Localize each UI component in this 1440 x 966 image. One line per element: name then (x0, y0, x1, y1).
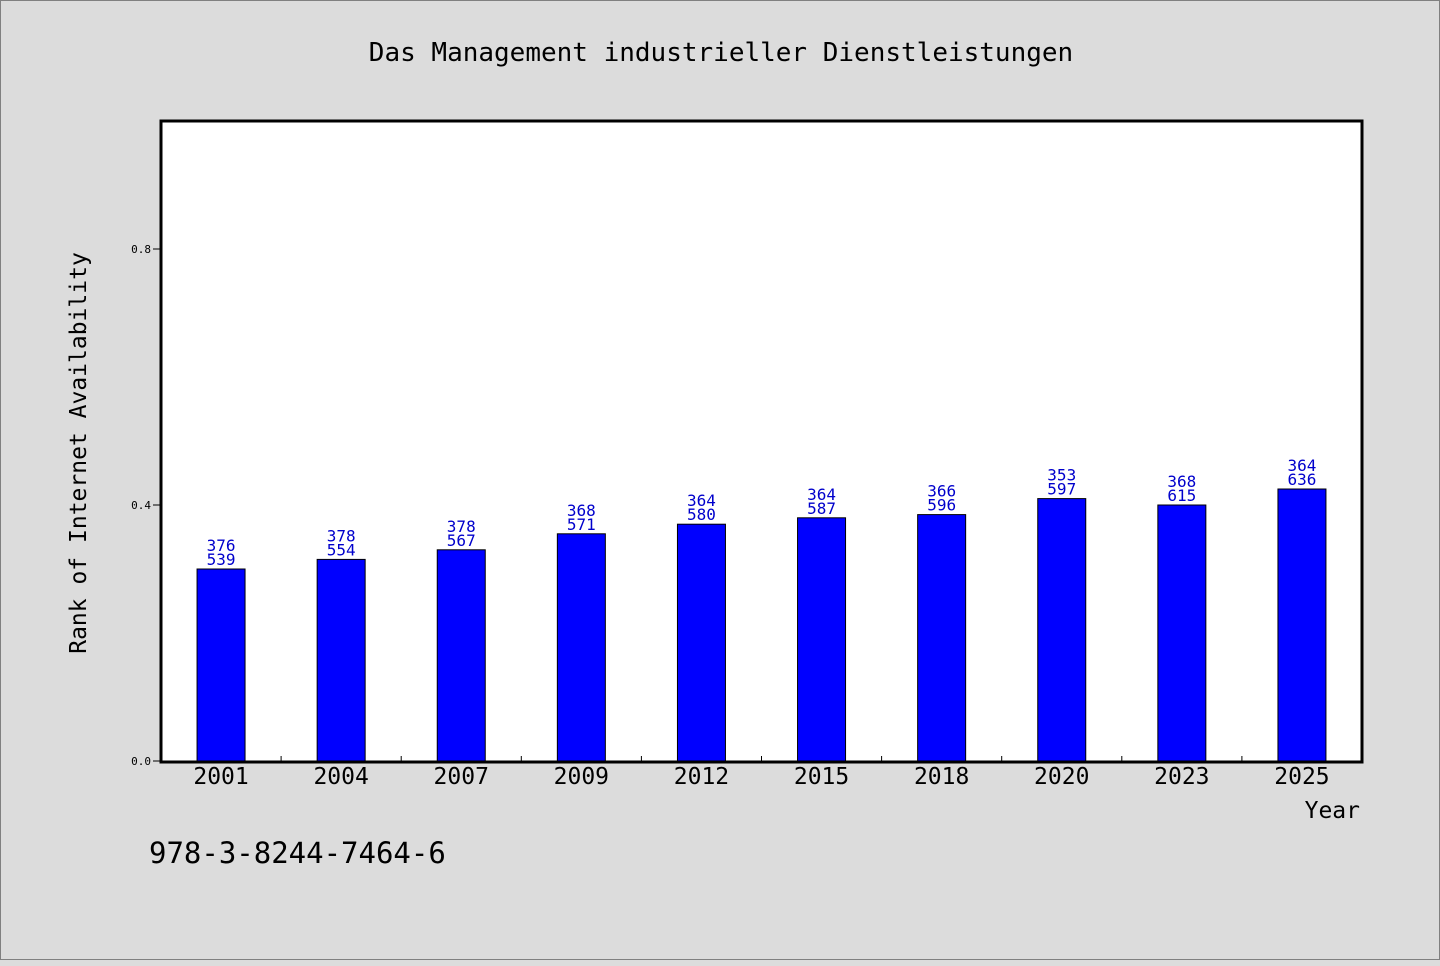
bar (1157, 504, 1207, 762)
bar-label-top: 353 (1047, 466, 1076, 485)
x-tick-label: 2018 (914, 764, 969, 790)
y-axis-label: Rank of Internet Availability (66, 252, 92, 654)
bar-label-bottom: 554 (327, 540, 356, 559)
bar (196, 568, 246, 762)
bar-label-bottom: 636 (1287, 470, 1316, 489)
bar (797, 517, 847, 762)
bar-series (196, 488, 1327, 762)
bar-label-top: 366 (927, 482, 956, 501)
chart-title: Das Management industrieller Dienstleist… (369, 38, 1073, 68)
x-tick-label: 2025 (1274, 764, 1329, 790)
x-tick-label: 2007 (434, 764, 489, 790)
x-tick-label: 2020 (1034, 764, 1089, 790)
bar-label-top: 364 (687, 491, 716, 510)
bar (556, 533, 606, 762)
bar-label-bottom: 580 (687, 505, 716, 524)
x-tick-label: 2015 (794, 764, 849, 790)
bar-label-bottom: 567 (447, 531, 476, 550)
isbn-label: 978-3-8244-7464-6 (149, 836, 446, 870)
bar-label-top: 368 (567, 501, 596, 520)
x-tick-label: 2001 (193, 764, 248, 790)
y-axis: 0.0 0.4 0.8 (131, 243, 161, 768)
x-tick-label: 2004 (313, 764, 368, 790)
bar-label-top: 364 (807, 485, 836, 504)
bar-label-top: 364 (1287, 456, 1316, 475)
x-tick-label: 2012 (674, 764, 729, 790)
bar-label-bottom: 587 (807, 499, 836, 518)
bar (316, 558, 366, 762)
bar-label-bottom: 597 (1047, 480, 1076, 499)
bar-label-bottom: 615 (1167, 486, 1196, 505)
x-axis: 2001 2004 2007 2009 2012 2015 2018 2020 2023 2025 (193, 756, 1330, 790)
y-tick-label: 0.4 (131, 499, 151, 512)
bar-label-bottom: 571 (567, 515, 596, 534)
bar (917, 514, 967, 762)
bar-label-top: 368 (1167, 472, 1196, 491)
data-labels: 3765393785543785673685713645803645873665… (207, 456, 1317, 569)
y-tick-label: 0.8 (131, 243, 151, 256)
x-tick-label: 2009 (554, 764, 609, 790)
bar (1277, 488, 1327, 762)
bar-label-top: 376 (207, 536, 236, 555)
bar (436, 549, 486, 762)
bar (676, 523, 726, 762)
y-tick-label: 0.0 (131, 755, 151, 768)
bar-label-bottom: 596 (927, 496, 956, 515)
bar-label-top: 378 (447, 517, 476, 536)
bar (1037, 498, 1087, 762)
x-tick-label: 2023 (1154, 764, 1209, 790)
x-axis-label: Year (1305, 798, 1360, 824)
bar-label-bottom: 539 (207, 550, 236, 569)
bar-label-top: 378 (327, 526, 356, 545)
